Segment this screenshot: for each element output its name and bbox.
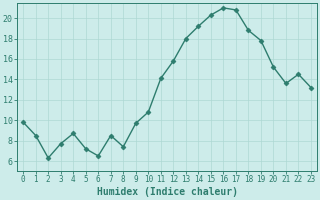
X-axis label: Humidex (Indice chaleur): Humidex (Indice chaleur) [97, 187, 237, 197]
